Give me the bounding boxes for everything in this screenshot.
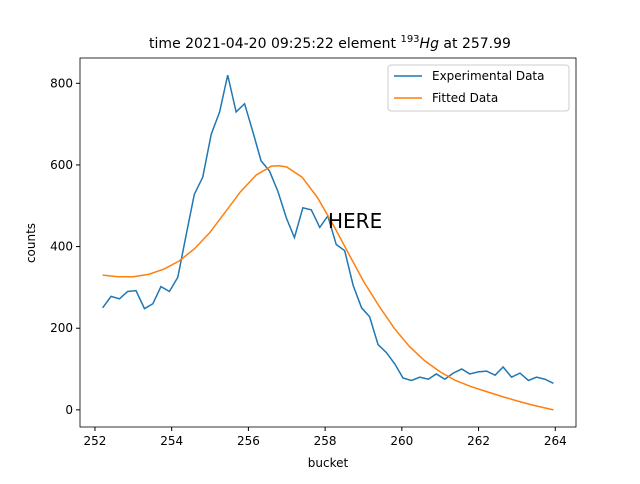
title-superscript: 193 [400,34,419,45]
x-tick-label: 262 [467,434,490,448]
annotation: HERE [328,209,382,233]
x-tick-label: 258 [314,434,337,448]
data-line [102,165,554,411]
x-tick-label: 264 [544,434,567,448]
title-element: Hg [420,36,440,52]
title-text: time 2021-04-20 09:25:22 element [149,36,400,52]
legend-box [387,64,570,112]
legend-label: Experimental Data [432,69,545,83]
legend-label: Fitted Data [432,91,498,105]
x-tick-label: 256 [237,434,260,448]
x-tick-label: 254 [160,434,183,448]
y-tick-label: 800 [50,76,73,90]
plot-frame [79,57,577,428]
y-tick-label: 0 [65,403,73,417]
chart-title: time 2021-04-20 09:25:22 element 193Hg a… [149,34,511,52]
y-tick-label: 200 [50,321,73,335]
y-axis-label: counts [24,223,38,263]
x-axis-label: bucket [308,456,349,470]
title-text: at 257.99 [439,36,511,52]
legend: Experimental Data Fitted Data [387,64,570,112]
y-tick-label: 600 [50,158,73,172]
x-tick-label: 260 [390,434,413,448]
y-tick-label: 400 [50,240,73,254]
x-tick-label: 252 [84,434,107,448]
